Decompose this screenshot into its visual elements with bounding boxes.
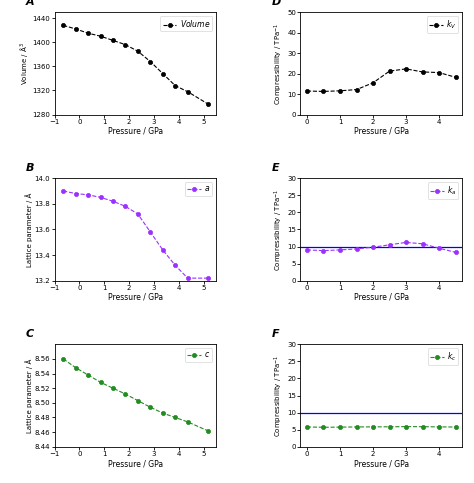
X-axis label: Pressure / GPa: Pressure / GPa	[354, 127, 409, 136]
X-axis label: Pressure / GPa: Pressure / GPa	[108, 459, 163, 468]
Legend: $\it{k}_c$: $\it{k}_c$	[428, 348, 458, 365]
Text: E: E	[271, 163, 279, 173]
Legend: $\it{a}$: $\it{a}$	[185, 182, 212, 196]
Y-axis label: Compressibility / TPa$^{-1}$: Compressibility / TPa$^{-1}$	[273, 355, 285, 437]
X-axis label: Pressure / GPa: Pressure / GPa	[108, 293, 163, 302]
Legend: $\it{c}$: $\it{c}$	[185, 348, 212, 362]
X-axis label: Pressure / GPa: Pressure / GPa	[354, 459, 409, 468]
Text: A: A	[26, 0, 34, 7]
Y-axis label: Lattice parameter / Å: Lattice parameter / Å	[25, 192, 33, 267]
Legend: $\it{k}_a$: $\it{k}_a$	[428, 182, 458, 199]
Y-axis label: Compressibility / TPa$^{-1}$: Compressibility / TPa$^{-1}$	[273, 22, 285, 104]
Text: C: C	[26, 329, 34, 339]
X-axis label: Pressure / GPa: Pressure / GPa	[354, 293, 409, 302]
Legend: $\it{k}_V$: $\it{k}_V$	[427, 16, 458, 33]
Y-axis label: Lattice parameter / Å: Lattice parameter / Å	[25, 358, 33, 433]
Legend: $\it{Volume}$: $\it{Volume}$	[160, 16, 212, 31]
Text: F: F	[271, 329, 279, 339]
X-axis label: Pressure / GPa: Pressure / GPa	[108, 127, 163, 136]
Y-axis label: Compressibility / TPa$^{-1}$: Compressibility / TPa$^{-1}$	[273, 188, 285, 270]
Y-axis label: Volume / Å$^3$: Volume / Å$^3$	[18, 42, 30, 85]
Text: D: D	[271, 0, 281, 7]
Text: B: B	[26, 163, 34, 173]
